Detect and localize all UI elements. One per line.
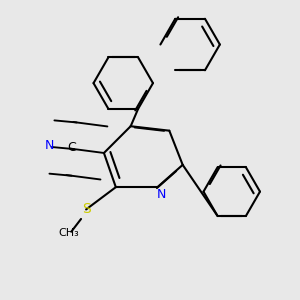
Text: S: S — [82, 202, 91, 216]
Text: N: N — [44, 139, 54, 152]
Text: C: C — [67, 140, 76, 154]
Text: CH₃: CH₃ — [58, 228, 79, 238]
Text: N: N — [157, 188, 167, 201]
